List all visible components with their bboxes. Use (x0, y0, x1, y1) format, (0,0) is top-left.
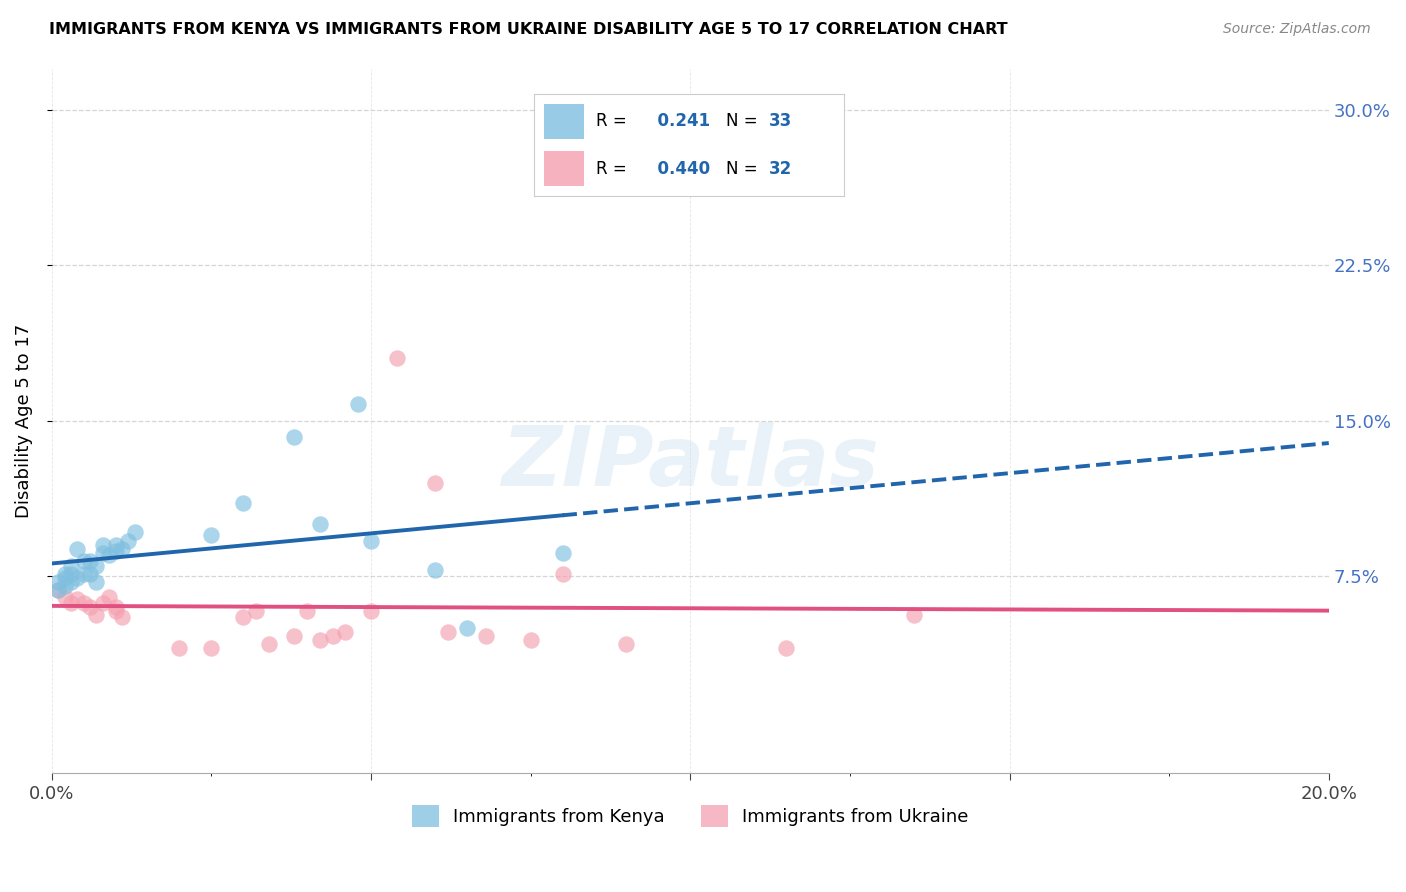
Point (309, 633, 332, 648)
Point (46, 583, 69, 598)
Point (46, 583, 69, 598)
Point (79, 566, 101, 581)
Point (104, 538, 127, 552)
Point (104, 604, 127, 618)
Point (232, 496, 254, 510)
Point (309, 517, 332, 532)
Point (53, 590, 76, 604)
Text: Source: ZipAtlas.com: Source: ZipAtlas.com (1223, 22, 1371, 37)
Point (124, 525, 146, 540)
Point (551, 546, 574, 560)
Text: N =: N = (725, 112, 763, 130)
Y-axis label: Disability Age 5 to 17: Disability Age 5 to 17 (15, 324, 32, 517)
Point (423, 475, 446, 490)
Point (66, 542, 89, 557)
Point (79, 600, 101, 615)
Point (347, 397, 370, 411)
Point (86, 608, 108, 623)
Point (53, 579, 76, 593)
Point (169, 641, 191, 656)
Point (295, 604, 318, 618)
Point (475, 629, 498, 643)
Point (98, 548, 121, 562)
Point (53, 566, 76, 581)
Point (91, 546, 114, 560)
Point (200, 527, 222, 541)
Text: N =: N = (725, 160, 763, 178)
Point (91, 596, 114, 610)
Text: R =: R = (596, 160, 633, 178)
Legend: Immigrants from Kenya, Immigrants from Ukraine: Immigrants from Kenya, Immigrants from U… (405, 797, 976, 834)
Point (322, 629, 344, 643)
Point (79, 554, 101, 568)
Point (903, 608, 925, 623)
Point (86, 575, 108, 590)
Point (551, 566, 574, 581)
Point (98, 590, 121, 604)
Point (59, 558, 82, 573)
Point (283, 430, 305, 444)
Point (86, 558, 108, 573)
Point (423, 563, 446, 577)
Point (360, 533, 382, 548)
Point (73, 596, 96, 610)
Point (66, 591, 89, 606)
Point (59, 566, 82, 581)
Text: IMMIGRANTS FROM KENYA VS IMMIGRANTS FROM UKRAINE DISABILITY AGE 5 TO 17 CORRELAT: IMMIGRANTS FROM KENYA VS IMMIGRANTS FROM… (49, 22, 1008, 37)
Point (111, 542, 134, 557)
Text: ZIPatlas: ZIPatlas (502, 423, 879, 503)
Point (66, 571, 89, 585)
Point (59, 575, 82, 590)
Point (117, 533, 139, 548)
Point (283, 629, 305, 643)
Point (335, 624, 357, 639)
Text: 33: 33 (769, 112, 793, 130)
Point (91, 538, 114, 552)
Point (46, 575, 69, 590)
Point (385, 351, 408, 366)
Bar (544, 104, 583, 139)
Text: 0.241: 0.241 (645, 112, 710, 130)
Point (232, 610, 254, 624)
Point (456, 621, 478, 635)
Point (519, 633, 541, 648)
Bar (544, 151, 583, 186)
Point (436, 624, 458, 639)
Point (104, 600, 127, 615)
Point (53, 571, 76, 585)
Text: 0.440: 0.440 (645, 160, 710, 178)
Text: R =: R = (596, 112, 633, 130)
Point (257, 637, 280, 651)
Point (73, 566, 96, 581)
Point (73, 554, 96, 568)
Point (360, 604, 382, 618)
Point (111, 610, 134, 624)
Text: 32: 32 (769, 160, 793, 178)
Point (59, 596, 82, 610)
Point (616, 637, 638, 651)
Point (104, 544, 127, 558)
Point (245, 604, 267, 618)
Point (775, 641, 797, 656)
Point (200, 641, 222, 656)
